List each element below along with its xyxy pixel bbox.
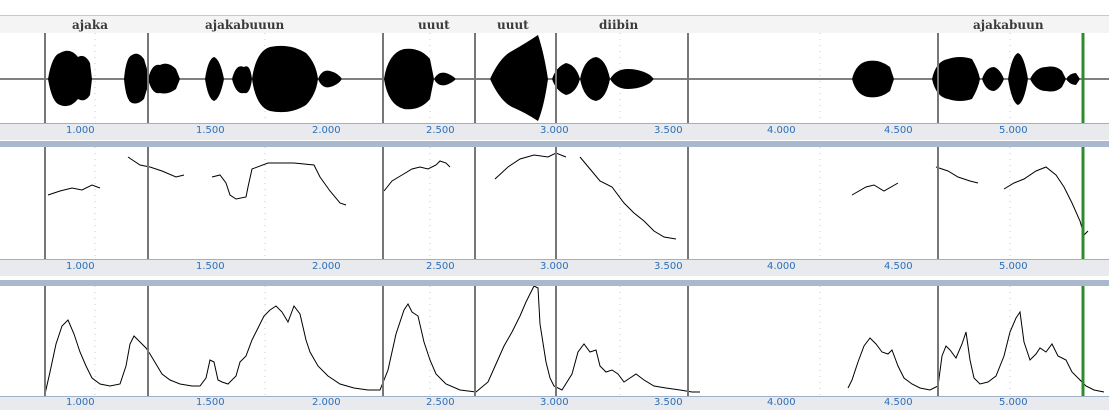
tick-label: 2.000 [312,125,341,136]
tick-label: 1.000 [66,261,95,272]
tick-label: 5.000 [999,125,1028,136]
tick-label: 1.500 [196,125,225,136]
tick-label: 4.500 [884,261,913,272]
word-label[interactable]: uuut [418,18,450,32]
time-axis: 1.000 1.500 2.000 2.500 3.000 3.500 4.00… [0,259,1109,276]
tick-label: 3.000 [540,261,569,272]
waveform-plot [0,33,1109,123]
tick-label: 4.000 [767,397,796,408]
tick-label: 4.000 [767,261,796,272]
time-axis: 1.000 1.500 2.000 2.500 3.000 3.500 4.00… [0,123,1109,140]
time-axis: 1.000 1.500 2.000 2.500 3.000 3.500 4.00… [0,396,1109,410]
word-label[interactable]: ajakabuuun [205,18,285,32]
tick-label: 5.000 [999,397,1028,408]
tick-label: 1.000 [66,125,95,136]
pitch-plot [44,147,1089,259]
tick-label: 2.500 [426,261,455,272]
pitch-panel[interactable] [0,147,1109,259]
word-label[interactable]: uuut [497,18,529,32]
tick-label: 2.000 [312,397,341,408]
tick-label: 3.500 [654,261,683,272]
word-label[interactable]: ajakabuun [973,18,1044,32]
tick-label: 5.000 [999,261,1028,272]
word-label[interactable]: ajaka [72,18,108,32]
tick-label: 2.500 [426,125,455,136]
intensity-panel[interactable] [0,286,1109,396]
intensity-plot [44,286,1105,396]
tick-label: 4.500 [884,125,913,136]
tick-label: 1.500 [196,397,225,408]
tick-label: 3.500 [654,397,683,408]
panel-header [0,280,1109,286]
tick-label: 3.500 [654,125,683,136]
tick-label: 4.000 [767,125,796,136]
tick-label: 4.500 [884,397,913,408]
panel-header [0,141,1109,147]
tick-label: 1.500 [196,261,225,272]
tick-label: 2.000 [312,261,341,272]
tick-label: 1.000 [66,397,95,408]
waveform-panel[interactable] [0,33,1109,123]
word-label-tier: ajaka ajakabuuun uuut uuut diibin ajakab… [0,15,1109,34]
tick-label: 3.000 [540,397,569,408]
word-label[interactable]: diibin [599,18,639,32]
tick-label: 3.000 [540,125,569,136]
tick-label: 2.500 [426,397,455,408]
